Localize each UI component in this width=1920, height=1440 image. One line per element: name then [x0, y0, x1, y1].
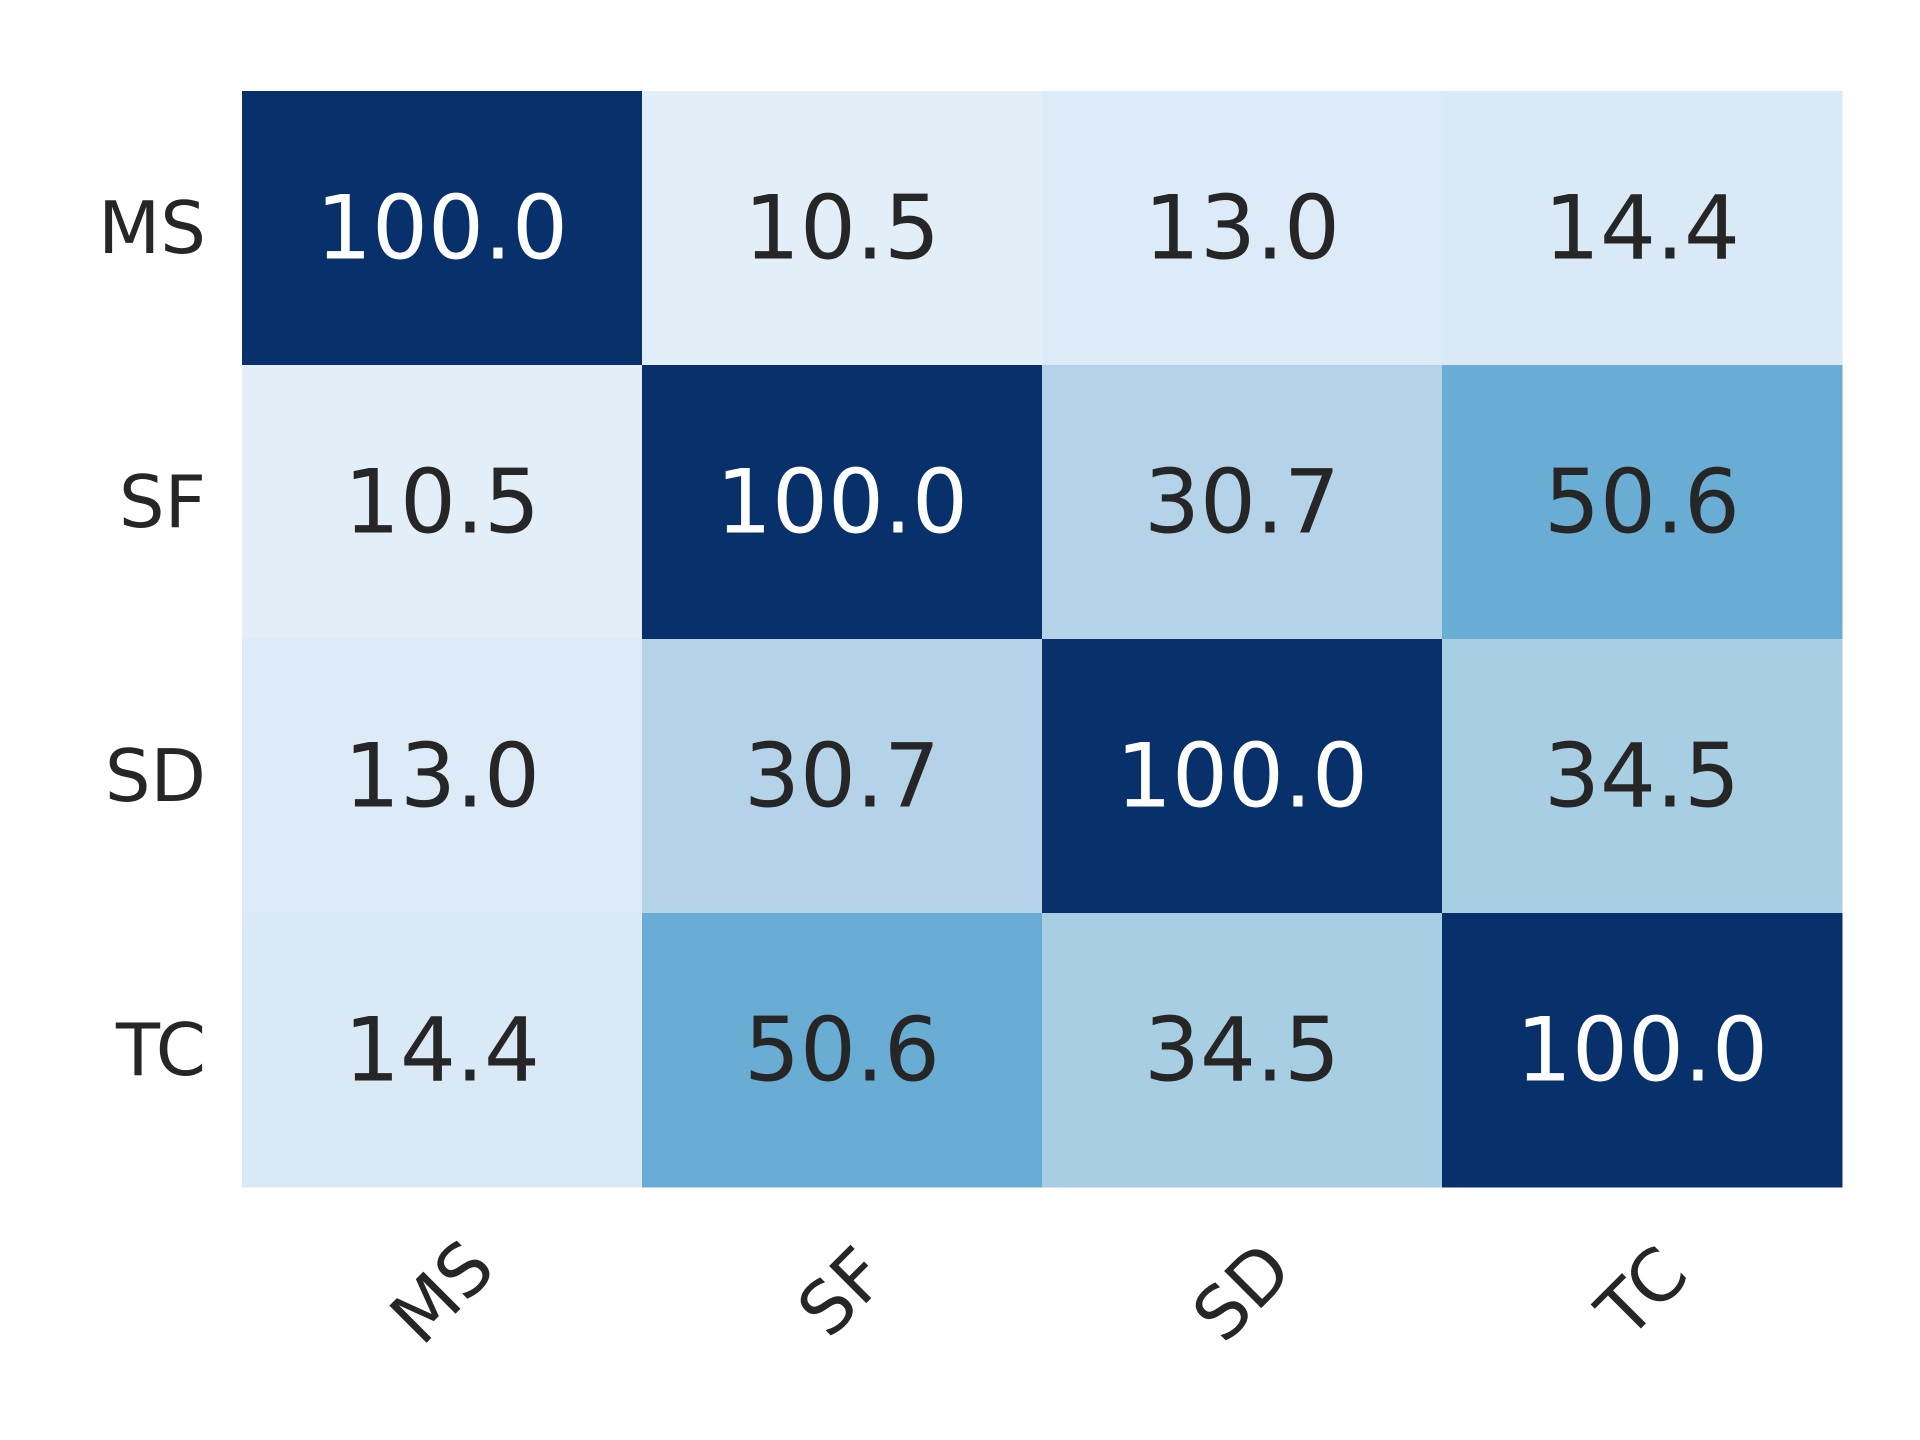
x-axis-tick-labels: MS SF SD TC: [374, 1224, 1703, 1360]
heatmap-cell-value: 30.7: [744, 725, 940, 828]
heatmap-cell-value: 10.5: [744, 177, 940, 280]
x-tick-label: TC: [1580, 1230, 1704, 1354]
heatmap-cell: [242, 365, 643, 640]
heatmap-cell-value: 30.7: [1144, 451, 1340, 554]
heatmap-cell: [1442, 639, 1843, 914]
heatmap-cell: [1042, 913, 1443, 1188]
heatmap-value-labels: 100.0 10.5 13.0 14.4 10.5 100.0 30.7 50.6 13.0 30…: [316, 177, 1768, 1102]
heatmap-cell-value: 14.4: [1544, 177, 1740, 280]
heatmap-cells: [242, 91, 1843, 1188]
x-tick-label: SD: [1177, 1227, 1308, 1358]
heatmap-cell: [1442, 91, 1843, 366]
heatmap-cell: [242, 913, 643, 1188]
x-tick-label: MS: [374, 1224, 510, 1360]
x-tick-label: SF: [781, 1231, 902, 1352]
y-tick-label: SF: [119, 460, 206, 544]
heatmap-cell-value: 34.5: [1544, 725, 1740, 828]
heatmap-cell: [1442, 913, 1843, 1188]
heatmap-cell: [642, 91, 1043, 366]
y-tick-label: MS: [98, 186, 206, 270]
heatmap-cell: [1042, 639, 1443, 914]
y-tick-label: SD: [105, 734, 206, 818]
heatmap-cell: [642, 365, 1043, 640]
heatmap-cell: [642, 639, 1043, 914]
heatmap-cell: [242, 639, 643, 914]
heatmap-cell-value: 100.0: [1116, 725, 1368, 828]
y-tick-label: TC: [115, 1008, 206, 1092]
y-axis-tick-labels: MS SF SD TC: [98, 186, 206, 1092]
heatmap-cell-value: 13.0: [1144, 177, 1340, 280]
heatmap-cell-value: 100.0: [316, 177, 568, 280]
heatmap-cell: [242, 91, 643, 366]
heatmap-cell-value: 50.6: [744, 999, 940, 1102]
heatmap-cell-value: 34.5: [1144, 999, 1340, 1102]
heatmap-cell-value: 10.5: [344, 451, 540, 554]
heatmap-cell-value: 13.0: [344, 725, 540, 828]
heatmap-cell: [1442, 365, 1843, 640]
heatmap-cell: [1042, 91, 1443, 366]
heatmap-cell: [642, 913, 1043, 1188]
heatmap-cell: [1042, 365, 1443, 640]
heatmap-cell-value: 100.0: [1516, 999, 1768, 1102]
heatmap-cell-value: 100.0: [716, 451, 968, 554]
heatmap-cell-value: 50.6: [1544, 451, 1740, 554]
heatmap-cell-value: 14.4: [344, 999, 540, 1102]
